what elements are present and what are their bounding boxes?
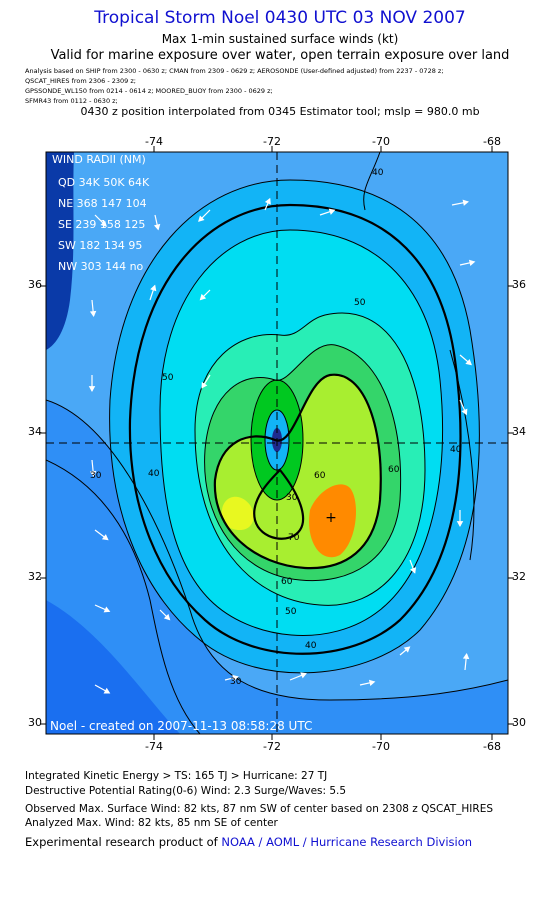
source-line: Analysis based on SHIP from 2300 - 0630 … — [25, 67, 444, 75]
contour-label: 60 — [281, 577, 293, 587]
contour-label: 60 — [314, 471, 326, 481]
contour-label: 50 — [354, 298, 366, 308]
source-line: QSCAT_HIRES from 2306 - 2309 z; — [25, 77, 136, 85]
lat-tick-right: 34 — [512, 425, 526, 438]
contour-label: 30 — [286, 493, 298, 503]
contour-label: 30 — [90, 471, 102, 481]
contour-label: 50 — [285, 607, 297, 617]
wind-arrow-head — [199, 293, 207, 301]
wind-arrow-head — [461, 408, 468, 416]
lon-tick-bottom: -72 — [263, 740, 281, 753]
wind-arrow-head — [150, 284, 157, 292]
wind-arrow-head — [462, 199, 470, 206]
contour-fill-80-east — [309, 484, 356, 558]
max-wind-marker: + — [325, 510, 337, 526]
lat-tick-left: 30 — [28, 716, 42, 729]
lon-tick-top: -74 — [145, 135, 163, 148]
source-line: GPSSONDE_WL150 from 0214 - 0614 z; MOORE… — [25, 87, 273, 95]
lon-tick-top: -70 — [372, 135, 390, 148]
wind-vector-arrows — [88, 197, 476, 694]
wind-arrow-head — [198, 215, 205, 222]
wind-radii-row: SE 239 158 125 — [58, 218, 145, 231]
land-coastline — [46, 152, 74, 350]
contour-label: 60 — [388, 465, 400, 475]
wind-arrow-head — [88, 386, 96, 393]
lat-tick-left: 34 — [28, 425, 42, 438]
wind-arrow-head — [403, 646, 411, 653]
wind-arrow-head — [201, 381, 208, 389]
lat-tick-left: 32 — [28, 570, 42, 583]
contour-fill-group: + 30 30 40 40 40 40 50 50 50 60 60 60 70… — [46, 152, 508, 734]
wind-arrow-head — [456, 521, 464, 528]
wind-radii-title: WIND RADII (NM) — [52, 153, 146, 166]
destructive-potential: Destructive Potential Rating(0-6) Wind: … — [25, 785, 347, 797]
creation-credit: Noel - created on 2007-11-13 08:58:28 UT… — [50, 719, 312, 733]
lat-tick-right: 36 — [512, 278, 526, 291]
hrd-link[interactable]: NOAA / AOML / Hurricane Research Divisio… — [221, 835, 473, 849]
wind-arrow-head — [153, 223, 161, 231]
observed-max-wind: Observed Max. Surface Wind: 82 kts, 87 n… — [25, 803, 493, 815]
source-line: SFMR43 from 0112 - 0630 z; — [25, 97, 118, 105]
contour-fill-low-bottom — [46, 600, 180, 734]
lon-tick-top: -72 — [263, 135, 281, 148]
wind-arrow-head — [468, 259, 476, 267]
wind-radii-row: SW 182 134 95 — [58, 239, 142, 252]
lat-tick-left: 36 — [28, 278, 42, 291]
wind-arrow-head — [89, 470, 97, 478]
contour-label: 70 — [288, 533, 300, 543]
wind-arrow-head — [103, 687, 111, 694]
lat-tick-right: 32 — [512, 570, 526, 583]
wind-arrow-head — [103, 606, 111, 613]
lat-tick-right: 30 — [512, 716, 526, 729]
contour-label: 40 — [148, 469, 160, 479]
subtitle-winds: Max 1-min sustained surface winds (kt) — [161, 32, 399, 46]
wind-arrow-head — [232, 674, 239, 682]
wind-arrow-head — [264, 197, 271, 205]
product-credit: Experimental research product of NOAA / … — [25, 835, 472, 849]
lon-tick-top: -68 — [483, 135, 501, 148]
wind-arrow-head — [465, 358, 472, 366]
wind-arrow-head — [101, 534, 109, 541]
wind-arrow-head — [328, 208, 336, 215]
contour-label: 40 — [305, 641, 317, 651]
lon-tick-bottom: -70 — [372, 740, 390, 753]
lon-tick-bottom: -68 — [483, 740, 501, 753]
product-credit-prefix: Experimental research product of — [25, 835, 222, 849]
lon-tick-bottom: -74 — [145, 740, 163, 753]
wind-arrow-head — [300, 672, 307, 679]
wind-arrow-head — [89, 310, 97, 318]
contour-label-group: 30 30 40 40 40 40 50 50 50 60 60 60 70 3… — [90, 168, 462, 687]
wind-arrow-head — [163, 613, 171, 621]
wind-arrow-head — [100, 220, 107, 227]
wind-arrow-head — [462, 652, 470, 660]
wind-radii-table: WIND RADII (NM) QD 34K 50K 64K NE 368 14… — [52, 153, 150, 273]
contour-fill-80 — [221, 496, 254, 530]
contour-label: 40 — [450, 445, 462, 455]
contour-label: 30 — [230, 677, 242, 687]
contour-lines — [46, 152, 508, 734]
page-title: Tropical Storm Noel 0430 UTC 03 NOV 2007 — [94, 8, 466, 28]
position-note: 0430 z position interpolated from 0345 E… — [80, 105, 480, 118]
analyzed-max-wind: Analyzed Max. Wind: 82 kts, 85 nm SE of … — [25, 817, 278, 829]
wind-radii-row: NE 368 147 104 — [58, 197, 147, 210]
contour-label: 50 — [162, 373, 174, 383]
subtitle-exposure: Valid for marine exposure over water, op… — [50, 48, 510, 63]
ike-summary: Integrated Kinetic Energy > TS: 165 TJ >… — [25, 770, 328, 782]
plot-frame — [45, 151, 509, 735]
wind-arrow-head — [368, 679, 376, 687]
contour-label: 40 — [372, 168, 384, 178]
axis-tick-marks — [40, 146, 514, 740]
wind-radii-header: QD 34K 50K 64K — [58, 176, 150, 189]
wind-arrow-head — [410, 567, 417, 574]
wind-radii-row: NW 303 144 no — [58, 260, 144, 273]
